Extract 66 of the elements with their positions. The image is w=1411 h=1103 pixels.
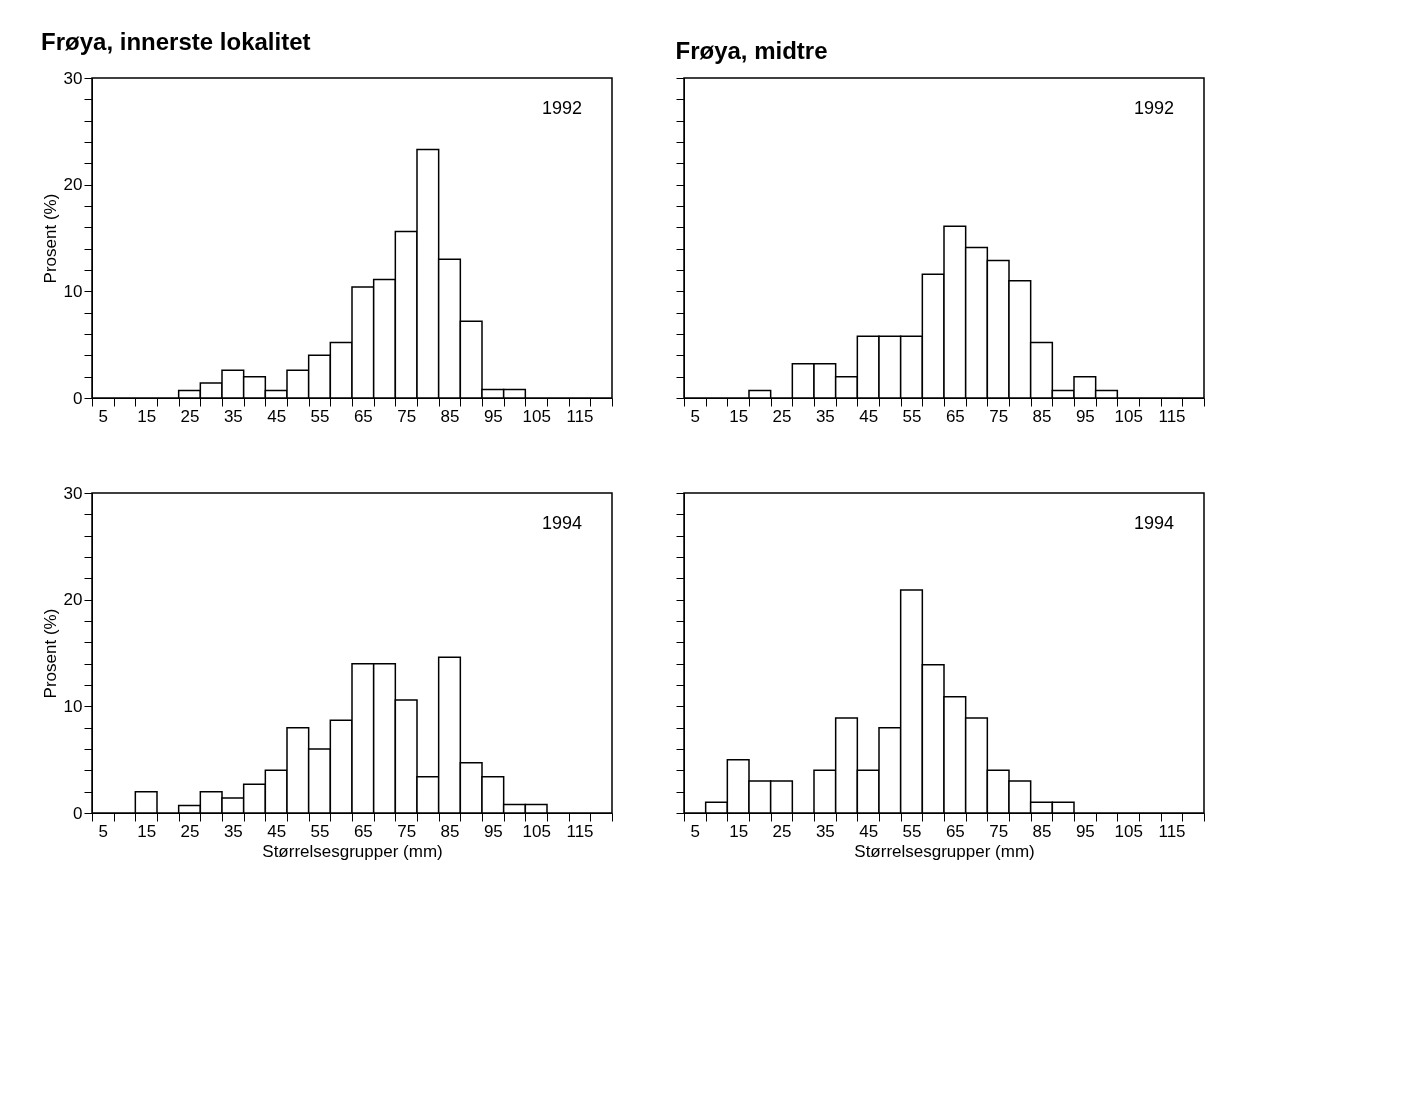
x-tick-label: 5 xyxy=(690,821,701,841)
x-tick-label: 35 xyxy=(223,821,243,841)
x-tick-label: 105 xyxy=(522,406,551,426)
x-tick-label: 65 xyxy=(945,406,965,426)
y-tick-label: 20 xyxy=(63,175,83,195)
x-tick-label: 115 xyxy=(566,406,594,426)
x-tick-label: 15 xyxy=(729,406,749,426)
x-tick-label: 85 xyxy=(440,821,460,841)
x-tick-label: 85 xyxy=(1032,406,1052,426)
y-tick-label: 20 xyxy=(63,590,83,610)
x-tick-label: 95 xyxy=(483,821,503,841)
x-tick-label: 25 xyxy=(180,406,200,426)
x-tick-label: 115 xyxy=(1158,821,1186,841)
x-tick-label: 35 xyxy=(223,406,243,426)
x-tick-label: 75 xyxy=(397,821,417,841)
x-tick-label: 45 xyxy=(267,821,287,841)
annotation: 1992 xyxy=(541,98,582,118)
x-tick-label: 65 xyxy=(353,406,373,426)
y-tick-label: 10 xyxy=(63,696,83,716)
x-tick-label: 55 xyxy=(310,406,330,426)
y-axis-title: Prosent (%) xyxy=(40,608,60,699)
x-tick-label: 5 xyxy=(98,406,109,426)
annotation: 1992 xyxy=(1133,98,1174,118)
y-tick-label: 10 xyxy=(63,281,83,301)
x-tick-label: 25 xyxy=(772,406,792,426)
x-tick-label: 15 xyxy=(137,821,157,841)
x-tick-label: 55 xyxy=(902,406,922,426)
x-tick-label: 105 xyxy=(1114,821,1143,841)
x-tick-label: 25 xyxy=(772,821,792,841)
x-tick-label: 55 xyxy=(902,821,922,841)
x-tick-label: 15 xyxy=(137,406,157,426)
x-axis-title: Størrelsesgrupper (mm) xyxy=(854,841,1035,861)
x-tick-label: 15 xyxy=(729,821,749,841)
chart-title: Frøya, midtre xyxy=(675,36,828,64)
y-tick-label: 0 xyxy=(73,803,83,823)
x-tick-label: 5 xyxy=(98,821,109,841)
y-tick-label: 30 xyxy=(63,68,83,88)
x-tick-label: 75 xyxy=(397,406,417,426)
x-tick-label: 115 xyxy=(1158,406,1186,426)
x-tick-label: 85 xyxy=(1032,821,1052,841)
x-tick-label: 115 xyxy=(566,821,594,841)
chart-title: Frøya, innerste lokalitet xyxy=(41,28,311,55)
y-tick-label: 0 xyxy=(73,388,83,408)
x-tick-label: 75 xyxy=(989,821,1009,841)
x-tick-label: 65 xyxy=(353,821,373,841)
x-tick-label: 65 xyxy=(945,821,965,841)
x-tick-label: 45 xyxy=(267,406,287,426)
x-tick-label: 35 xyxy=(815,821,835,841)
x-tick-label: 105 xyxy=(1114,406,1143,426)
x-tick-label: 95 xyxy=(483,406,503,426)
annotation: 1994 xyxy=(541,513,582,533)
annotation: 1994 xyxy=(1133,513,1174,533)
y-axis-title: Prosent (%) xyxy=(40,193,60,284)
x-tick-label: 105 xyxy=(522,821,551,841)
x-tick-label: 85 xyxy=(440,406,460,426)
x-tick-label: 95 xyxy=(1075,406,1095,426)
x-axis-title: Størrelsesgrupper (mm) xyxy=(262,841,443,861)
x-tick-label: 55 xyxy=(310,821,330,841)
y-tick-label: 30 xyxy=(63,483,83,503)
x-tick-label: 5 xyxy=(690,406,701,426)
x-tick-label: 95 xyxy=(1075,821,1095,841)
x-tick-label: 45 xyxy=(859,821,879,841)
x-tick-label: 25 xyxy=(180,821,200,841)
x-tick-label: 35 xyxy=(815,406,835,426)
x-tick-label: 45 xyxy=(859,406,879,426)
x-tick-label: 75 xyxy=(989,406,1009,426)
